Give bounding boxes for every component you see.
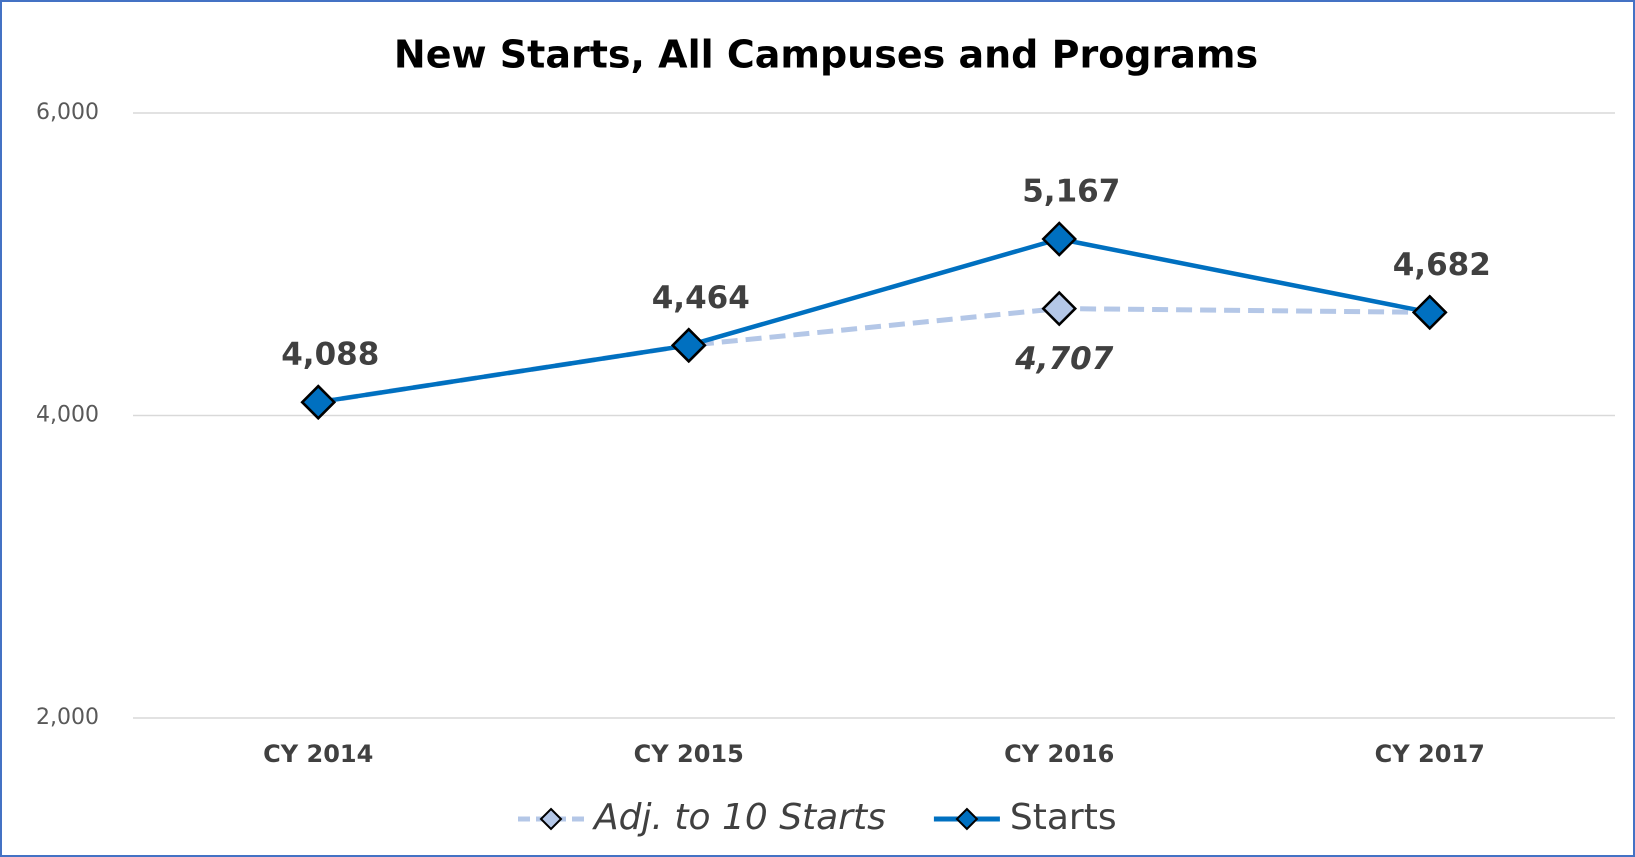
data-label: 4,707 xyxy=(1014,341,1113,377)
marker xyxy=(300,384,337,420)
x-tick-label: CY 2014 xyxy=(263,740,373,768)
marker xyxy=(1041,290,1078,327)
series-line xyxy=(317,236,1431,405)
data-label: 4,464 xyxy=(652,280,750,316)
x-tick-label: CY 2017 xyxy=(1375,740,1485,768)
legend-marker xyxy=(955,807,979,831)
legend-label: Adj. to 10 Starts xyxy=(592,797,886,838)
y-tick-label: 6,000 xyxy=(36,100,99,125)
series-line xyxy=(317,306,1430,405)
legend-label: Starts xyxy=(1010,797,1117,838)
x-tick-label: CY 2015 xyxy=(634,740,744,768)
x-tick-label: CY 2016 xyxy=(1004,740,1114,768)
chart-title: New Starts, All Campuses and Programs xyxy=(394,33,1258,77)
y-tick-label: 4,000 xyxy=(36,403,99,428)
marker xyxy=(1041,221,1078,257)
legend-marker xyxy=(539,807,563,831)
y-tick-label: 2,000 xyxy=(36,705,99,730)
marker xyxy=(670,327,707,364)
data-label: 4,682 xyxy=(1393,247,1491,283)
data-label: 5,167 xyxy=(1022,173,1120,209)
data-label: 4,088 xyxy=(281,337,379,373)
marker xyxy=(1411,294,1448,331)
